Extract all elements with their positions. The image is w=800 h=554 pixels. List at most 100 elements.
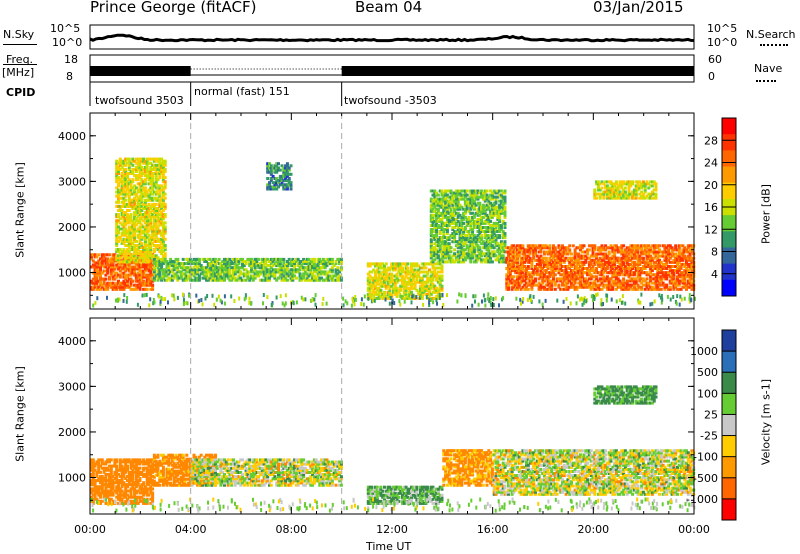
power-cell [393, 282, 397, 286]
power-cell [374, 280, 377, 284]
power-cell [235, 270, 239, 274]
power-cell [390, 262, 394, 266]
power-cell [194, 264, 198, 268]
power-cell [138, 159, 142, 163]
power-cell [90, 265, 93, 269]
power-cell [239, 270, 243, 274]
power-cell [291, 264, 295, 268]
power-cell [321, 264, 325, 268]
power-cell [192, 268, 196, 272]
power-cell [293, 264, 297, 268]
power-cell [260, 266, 264, 270]
power-cell [208, 268, 212, 272]
power-cell [169, 278, 173, 282]
power-cell [129, 267, 133, 271]
power-cell [187, 268, 191, 272]
power-cell [275, 260, 279, 263]
power-cell [138, 233, 142, 237]
power-cell [104, 269, 108, 273]
power-cell [160, 165, 164, 169]
power-cell [115, 174, 119, 178]
power-cell [151, 237, 155, 241]
power-cell [160, 260, 164, 263]
power-cell [303, 272, 307, 276]
power-cell [392, 290, 395, 294]
power-cell [305, 257, 309, 261]
power-cell [129, 198, 133, 202]
power-cell [142, 246, 146, 249]
power-cell [152, 182, 156, 186]
power-cell [145, 211, 149, 215]
power-cell [140, 225, 144, 229]
power-cell [126, 176, 129, 180]
power-cell [302, 276, 306, 280]
nsky-underline [3, 44, 37, 45]
power-cell [181, 278, 185, 282]
power-cell [215, 266, 219, 270]
power-cell [118, 221, 122, 225]
power-cell [381, 270, 385, 274]
power-cell [327, 260, 331, 263]
power-cell [127, 178, 131, 182]
power-cell [278, 168, 282, 172]
power-cell [136, 190, 140, 194]
power-cell [284, 164, 288, 168]
power-cell [147, 260, 151, 264]
power-cell [401, 268, 404, 272]
power-cell [190, 268, 194, 272]
power-cell [156, 262, 160, 266]
power-cell [309, 278, 313, 282]
power-cell [298, 278, 302, 282]
power-cell [160, 276, 164, 280]
power-cell [142, 273, 146, 277]
power-cell [126, 221, 129, 225]
power-cell [287, 177, 291, 180]
power-cell [339, 257, 343, 261]
power-cell [154, 163, 158, 167]
power-cell [402, 280, 406, 284]
power-cell [129, 235, 133, 239]
power-cell [268, 270, 271, 274]
power-cell [303, 266, 307, 270]
power-cell [124, 250, 128, 254]
power-cell [368, 270, 372, 274]
power-cell [117, 279, 120, 283]
power-cell [298, 262, 302, 266]
power-cell [399, 266, 403, 270]
freq-label: Freq. [6, 53, 34, 66]
power-cell [131, 204, 135, 208]
power-cell [134, 170, 138, 173]
power-cell [134, 204, 138, 208]
power-cell [424, 266, 428, 270]
power-cell [228, 274, 232, 278]
power-cell [230, 274, 234, 278]
power-cell [395, 290, 399, 294]
power-cell [151, 172, 155, 175]
power-cell [375, 278, 379, 282]
power-cell [312, 257, 316, 261]
power-cell [215, 276, 219, 280]
power-cell [264, 257, 268, 261]
power-cell [149, 281, 153, 285]
power-cell [140, 237, 144, 241]
power-cell [106, 267, 110, 271]
nsky-right-tick-bottom: 10^0 [707, 36, 738, 49]
power-cell [142, 256, 146, 260]
power-cell [147, 182, 151, 186]
power-cell [108, 277, 111, 281]
power-cell [140, 217, 144, 221]
power-cell [149, 269, 153, 273]
power-cell [131, 235, 135, 239]
power-cell [374, 262, 377, 266]
power-cell [264, 262, 268, 266]
power-cell [143, 239, 147, 243]
power-cell [156, 274, 160, 278]
power-cell [90, 253, 93, 257]
power-cell [143, 174, 147, 178]
power-cell [284, 170, 288, 174]
power-cell [160, 252, 164, 256]
power-cell [145, 277, 149, 281]
power-cell [219, 262, 223, 266]
power-cell [401, 266, 404, 270]
power-cell [388, 288, 392, 292]
